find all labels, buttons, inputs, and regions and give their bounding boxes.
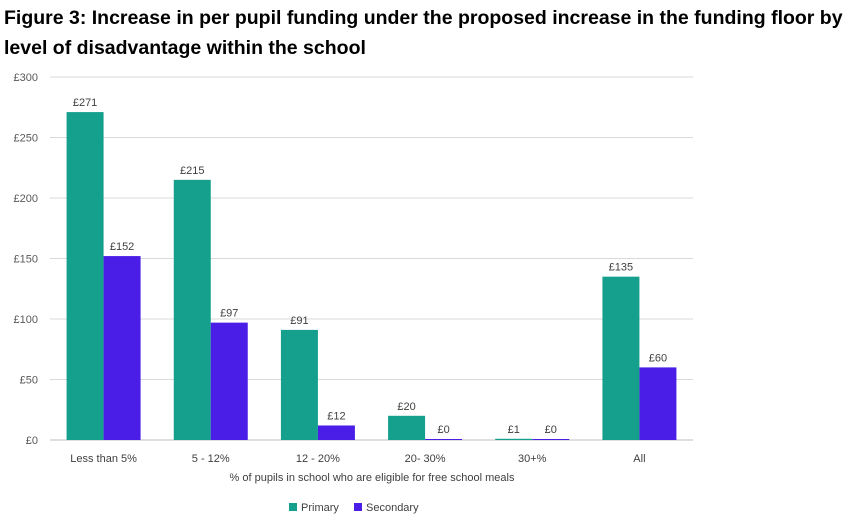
x-category-label: 30+% xyxy=(518,453,547,465)
gridlines xyxy=(50,76,693,441)
y-tick-label: £100 xyxy=(14,314,38,326)
x-category-label: 20- 30% xyxy=(405,453,446,465)
bars xyxy=(66,112,677,440)
legend-label-secondary: Secondary xyxy=(366,502,419,514)
y-tick-label: £0 xyxy=(26,435,38,447)
legend-label-primary: Primary xyxy=(301,502,339,514)
x-axis-category-labels: Less than 5% 5 - 12% 12 - 20% 20- 30% 30+% Al… xyxy=(70,453,645,465)
data-label: £152 xyxy=(110,241,134,253)
data-labels: £271 £152 £215 £97 £91 £12 £20 £0 £1 £0 £135 £60 xyxy=(73,97,667,436)
bar-primary xyxy=(66,112,104,440)
y-axis-tick-labels: £0 £50 £100 £150 £200 £250 £300 xyxy=(14,72,38,447)
bar-primary xyxy=(173,179,211,440)
x-category-label: Less than 5% xyxy=(70,453,137,465)
data-label: £271 xyxy=(73,97,97,109)
data-label: £0 xyxy=(437,424,449,436)
data-label: £135 xyxy=(609,262,633,274)
data-label: £215 xyxy=(180,165,204,177)
data-label: £12 xyxy=(327,410,345,422)
bar-primary xyxy=(280,329,318,440)
data-label: £1 xyxy=(508,424,520,436)
bar-primary xyxy=(495,438,533,440)
y-tick-label: £300 xyxy=(14,72,38,84)
bar-secondary xyxy=(532,439,570,440)
x-axis-title: % of pupils in school who are eligible f… xyxy=(230,472,515,484)
data-label: £60 xyxy=(649,352,667,364)
bar-secondary xyxy=(425,439,463,440)
data-label: £91 xyxy=(290,315,308,327)
bar-secondary xyxy=(639,367,677,440)
data-label: £20 xyxy=(397,401,415,413)
chart-title: Figure 3: Increase in per pupil funding … xyxy=(4,7,843,59)
bar-secondary xyxy=(103,256,141,440)
y-tick-label: £50 xyxy=(20,375,38,387)
legend-swatch-secondary xyxy=(354,503,362,511)
x-category-label: 12 - 20% xyxy=(296,453,340,465)
bar-secondary xyxy=(210,322,248,440)
y-tick-label: £200 xyxy=(14,193,38,205)
x-category-label: 5 - 12% xyxy=(192,453,230,465)
bar-primary xyxy=(388,415,426,440)
y-tick-label: £250 xyxy=(14,133,38,145)
data-label: £0 xyxy=(545,424,557,436)
x-category-label: All xyxy=(633,453,645,465)
data-label: £97 xyxy=(220,308,238,320)
bar-primary xyxy=(602,276,640,440)
legend: Primary Secondary xyxy=(289,502,419,514)
legend-swatch-primary xyxy=(289,503,297,511)
y-tick-label: £150 xyxy=(14,254,38,266)
bar-secondary xyxy=(317,425,355,440)
